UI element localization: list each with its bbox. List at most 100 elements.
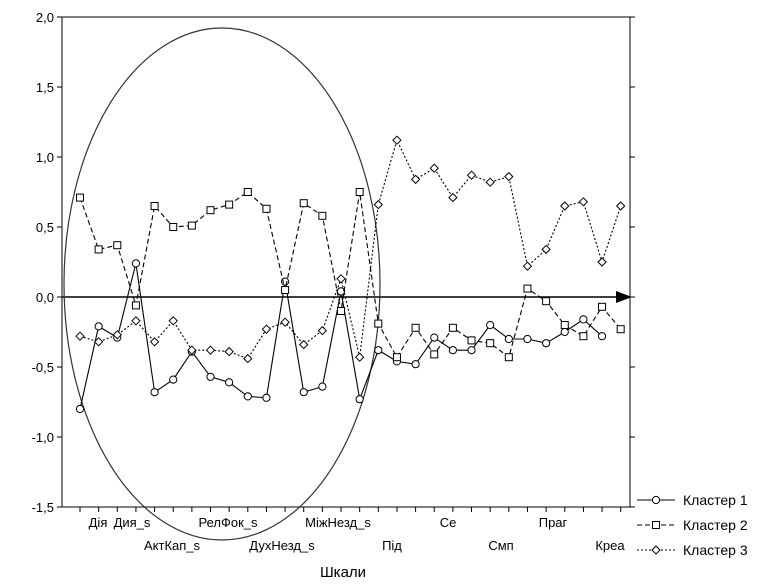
data-point bbox=[150, 202, 159, 210]
data-point bbox=[205, 345, 216, 355]
series-line bbox=[79, 191, 622, 359]
data-point bbox=[430, 350, 439, 359]
legend-label: Кластер 1 bbox=[683, 492, 748, 508]
legend-item: Кластер 2 bbox=[637, 517, 748, 533]
data-point bbox=[486, 339, 495, 348]
data-point bbox=[374, 319, 383, 328]
data-point bbox=[225, 200, 234, 209]
data-point bbox=[299, 388, 308, 397]
x-tick-label: МіжНезд_s bbox=[305, 515, 371, 530]
data-point bbox=[541, 244, 551, 255]
data-point bbox=[504, 353, 513, 362]
data-point bbox=[75, 404, 85, 414]
data-point bbox=[504, 171, 514, 182]
data-point bbox=[131, 259, 141, 268]
x-tick-label: ДухНезд_s bbox=[249, 538, 315, 553]
data-point bbox=[131, 316, 141, 326]
data-point bbox=[318, 382, 327, 391]
y-tick-label: -1,0 bbox=[32, 430, 54, 445]
y-tick-label: 0,0 bbox=[36, 290, 54, 305]
data-point bbox=[336, 274, 346, 284]
x-axis: Дія Дия_s АктКап_s РелФок_s ДухНезд_s МіжНезд… bbox=[79, 507, 625, 553]
data-point bbox=[169, 375, 178, 384]
data-point bbox=[75, 331, 85, 341]
data-point bbox=[93, 337, 104, 347]
arrow-head-icon bbox=[616, 291, 632, 303]
data-point bbox=[336, 287, 346, 296]
data-point bbox=[94, 322, 103, 331]
y-tick-label: 0,5 bbox=[36, 220, 54, 235]
data-point bbox=[598, 302, 607, 311]
data-point bbox=[261, 324, 272, 334]
data-point bbox=[448, 323, 457, 332]
data-point bbox=[615, 201, 626, 211]
y-tick-label: 1,5 bbox=[36, 80, 54, 95]
data-point bbox=[485, 177, 495, 187]
data-point bbox=[523, 334, 532, 344]
x-axis-label: Шкали bbox=[320, 564, 366, 581]
x-tick-label: РелФок_s bbox=[198, 515, 258, 530]
data-point bbox=[243, 392, 252, 401]
y-tick-label: -0,5 bbox=[32, 360, 54, 375]
data-point bbox=[522, 261, 533, 271]
data-point bbox=[337, 307, 346, 315]
data-point bbox=[579, 332, 588, 341]
data-point bbox=[187, 345, 197, 355]
data-point bbox=[355, 188, 364, 196]
data-point bbox=[597, 257, 607, 267]
x-tick-label: Смп bbox=[488, 538, 513, 553]
data-point bbox=[187, 221, 196, 230]
data-point bbox=[467, 346, 476, 355]
data-point bbox=[392, 353, 401, 362]
annotations bbox=[62, 27, 632, 541]
data-point bbox=[578, 197, 589, 207]
legend-item: Кластер 3 bbox=[637, 542, 748, 558]
data-point bbox=[354, 352, 365, 362]
x-tick-label: Дія bbox=[89, 515, 108, 530]
legend-label: Кластер 2 bbox=[683, 517, 748, 533]
data-point bbox=[149, 337, 160, 347]
series-1 bbox=[75, 259, 607, 414]
data-point bbox=[597, 332, 607, 341]
data-point bbox=[542, 297, 551, 306]
data-point bbox=[430, 333, 439, 342]
data-point bbox=[467, 336, 476, 345]
legend-label: Кластер 3 bbox=[683, 542, 748, 558]
data-point bbox=[299, 199, 308, 208]
circle-marker-icon bbox=[651, 495, 661, 505]
data-point bbox=[262, 204, 271, 213]
data-point bbox=[410, 174, 421, 185]
data-point bbox=[411, 323, 420, 332]
series-line bbox=[79, 138, 622, 360]
data-point bbox=[318, 211, 327, 220]
data-point bbox=[392, 135, 402, 145]
x-tick-label: Праг bbox=[539, 515, 568, 530]
diamond-marker-icon bbox=[651, 545, 661, 555]
data-point bbox=[429, 163, 439, 173]
x-tick-label: Се bbox=[440, 515, 457, 530]
data-point bbox=[224, 346, 234, 357]
data-point bbox=[281, 286, 290, 294]
data-point bbox=[225, 378, 234, 387]
legend-item: Кластер 1 bbox=[637, 492, 748, 508]
x-tick-label: Під bbox=[382, 538, 402, 553]
data-point bbox=[373, 199, 384, 210]
data-point bbox=[466, 170, 477, 180]
series-group bbox=[75, 135, 626, 414]
y-axis: -1,5 -1,0 -0,5 0,0 0,5 1,0 1,5 2,0 bbox=[32, 10, 635, 515]
x-tick-label: Дия_s bbox=[114, 515, 151, 530]
data-point bbox=[523, 284, 532, 293]
x-tick-label: Креа bbox=[595, 538, 625, 553]
data-point bbox=[560, 201, 570, 211]
data-point bbox=[616, 325, 625, 334]
data-point bbox=[448, 346, 457, 355]
data-point bbox=[112, 330, 122, 340]
x-tick-label: АктКап_s bbox=[144, 538, 201, 553]
data-point bbox=[206, 372, 215, 381]
data-point bbox=[542, 339, 551, 348]
y-tick-label: 1,0 bbox=[36, 150, 54, 165]
data-point bbox=[262, 393, 271, 402]
data-point bbox=[579, 315, 588, 324]
data-point bbox=[504, 334, 513, 344]
